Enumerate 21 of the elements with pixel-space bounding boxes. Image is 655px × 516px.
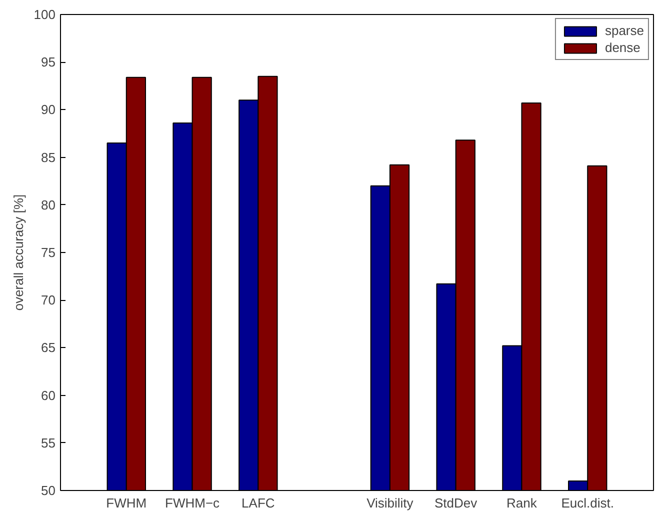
y-tick-label: 90 (41, 102, 56, 118)
x-tick-label: LAFC (242, 496, 275, 510)
y-tick-label: 50 (41, 483, 56, 498)
y-tick-label: 95 (41, 54, 56, 70)
y-tick-label: 85 (41, 150, 56, 165)
legend-label: dense (604, 40, 640, 55)
y-tick-label: 70 (41, 292, 56, 308)
y-tick-label: 60 (41, 388, 56, 403)
y-tick-label: 65 (41, 340, 56, 356)
legend-label: sparse (604, 23, 644, 38)
y-tick-label: 75 (41, 245, 56, 260)
x-tick-label: Visibility (366, 496, 414, 510)
x-tick-label: Rank (506, 496, 538, 510)
y-axis-title: overall accuracy [%] (10, 194, 26, 311)
x-tick-label: FWHM−c (165, 496, 220, 510)
y-tick-label: 80 (41, 197, 56, 212)
x-tick-label: StdDev (434, 496, 478, 510)
x-tick-label: Eucl.dist. (561, 496, 614, 510)
x-tick-label: FWHM (106, 496, 147, 510)
y-tick-label: 55 (41, 435, 56, 450)
y-tick-label: 100 (34, 7, 56, 22)
